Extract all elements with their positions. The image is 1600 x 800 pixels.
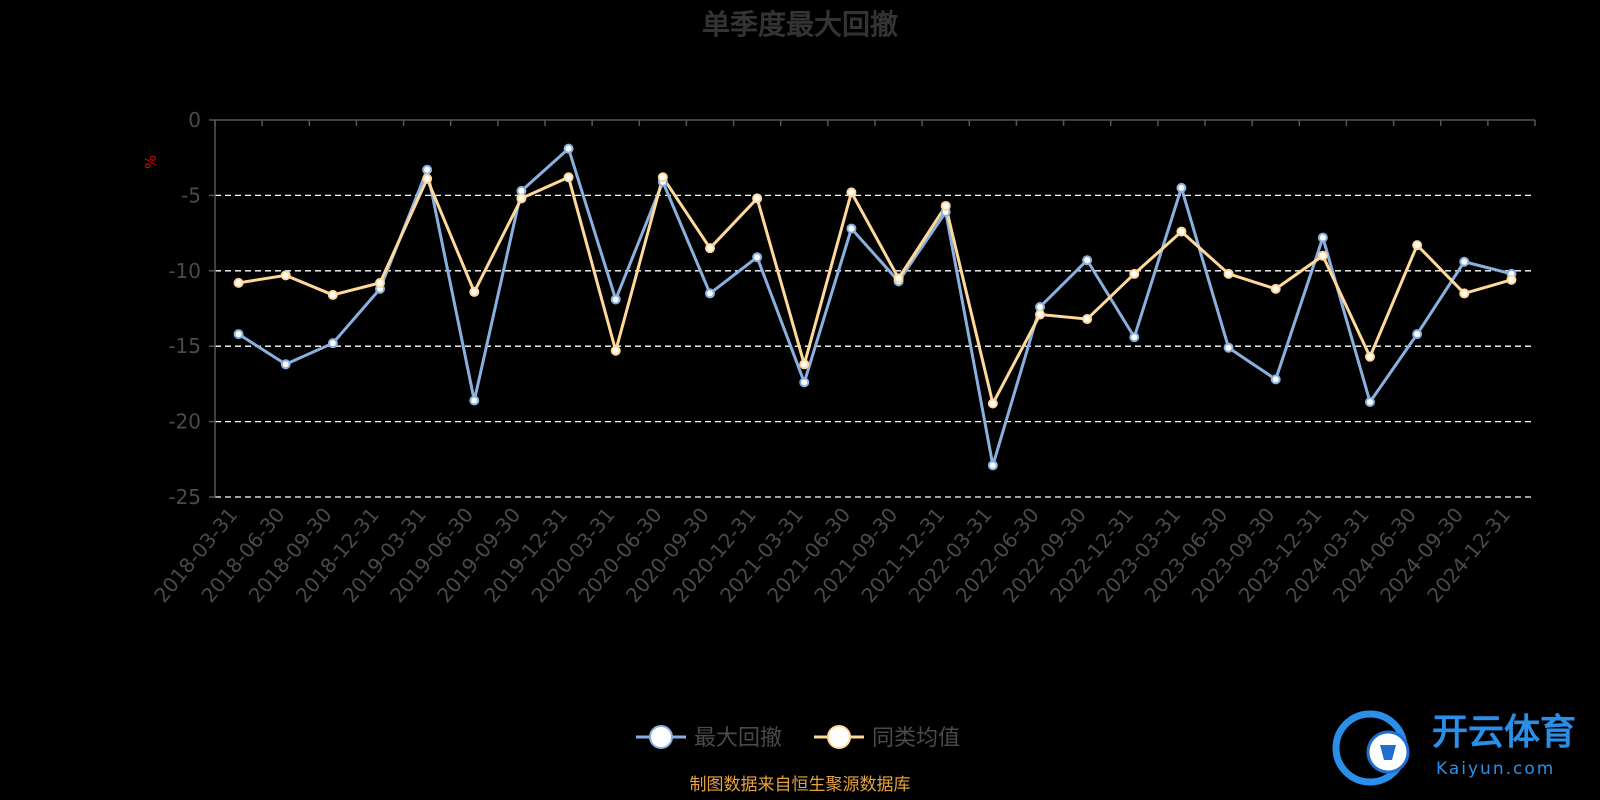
data-source-note: 制图数据来自恒生聚源数据库 <box>690 775 911 795</box>
data-point[interactable] <box>987 398 998 409</box>
data-point[interactable] <box>1176 182 1187 193</box>
data-point[interactable] <box>1176 226 1187 237</box>
data-point[interactable] <box>705 288 715 299</box>
data-point[interactable] <box>705 243 715 254</box>
legend-label: 同类均值 <box>872 726 960 751</box>
series-line <box>238 175 1512 406</box>
y-axis-unit: % <box>142 155 160 169</box>
data-point[interactable] <box>799 359 810 370</box>
data-point[interactable] <box>469 395 480 406</box>
data-point[interactable] <box>1270 374 1281 385</box>
brand-name-cn: 开云体育 <box>1432 712 1576 753</box>
legend-item[interactable]: 最大回撤 <box>636 725 782 751</box>
y-tick-label: -25 <box>168 485 201 509</box>
data-point[interactable] <box>1082 255 1093 266</box>
data-point[interactable] <box>1317 232 1328 243</box>
data-point[interactable] <box>327 289 338 300</box>
data-point[interactable] <box>752 252 763 263</box>
data-point[interactable] <box>1082 314 1093 325</box>
data-point[interactable] <box>1459 256 1470 267</box>
data-point[interactable] <box>752 193 763 204</box>
data-point[interactable] <box>610 345 621 356</box>
grid-lines <box>215 194 1535 498</box>
data-point[interactable] <box>469 286 480 297</box>
data-point[interactable] <box>987 460 998 471</box>
data-point[interactable] <box>422 173 433 184</box>
data-point[interactable] <box>610 294 621 305</box>
data-point[interactable] <box>1223 268 1234 279</box>
data-point[interactable] <box>233 329 244 340</box>
data-point[interactable] <box>657 172 668 183</box>
series-line <box>237 147 1512 467</box>
data-point[interactable] <box>1035 309 1045 320</box>
brand-watermark: 开云体育 Kaiyun.com <box>1332 710 1576 786</box>
data-point[interactable] <box>1223 342 1234 353</box>
data-point[interactable] <box>422 164 433 175</box>
data-point[interactable] <box>846 223 857 234</box>
data-point[interactable] <box>233 277 244 288</box>
data-point[interactable] <box>893 273 904 284</box>
data-point[interactable] <box>1365 351 1375 362</box>
data-point[interactable] <box>940 200 951 211</box>
data-point[interactable] <box>1506 274 1517 285</box>
data-point[interactable] <box>1412 329 1423 340</box>
data-point[interactable] <box>280 270 291 281</box>
legend[interactable]: 最大回撤 同类均值 <box>636 725 960 751</box>
y-tick-label: -10 <box>168 259 201 283</box>
data-point[interactable] <box>846 187 857 198</box>
data-point[interactable] <box>516 193 527 204</box>
series-lines <box>233 143 1517 471</box>
data-point[interactable] <box>280 359 291 370</box>
legend-marker <box>649 725 673 749</box>
data-point[interactable] <box>1459 288 1470 299</box>
legend-item[interactable]: 同类均值 <box>814 725 960 751</box>
axes: 0-5-10-15-20-252018-03-312018-06-302018-… <box>149 108 1536 607</box>
legend-label: 最大回撤 <box>694 726 782 751</box>
y-tick-label: -20 <box>168 410 201 434</box>
data-point[interactable] <box>563 143 574 154</box>
legend-marker <box>827 725 851 749</box>
data-point[interactable] <box>327 338 338 349</box>
data-point[interactable] <box>375 277 385 288</box>
brand-name-en: Kaiyun.com <box>1436 759 1555 779</box>
y-tick-label: -5 <box>181 183 201 207</box>
data-point[interactable] <box>799 377 810 388</box>
data-point[interactable] <box>563 172 574 183</box>
data-point[interactable] <box>1365 396 1375 407</box>
data-point[interactable] <box>1129 268 1140 279</box>
y-tick-label: -15 <box>168 334 201 358</box>
y-tick-label: 0 <box>188 108 201 132</box>
data-point[interactable] <box>1270 283 1281 294</box>
data-point[interactable] <box>1412 240 1423 251</box>
data-point[interactable] <box>1129 332 1140 343</box>
data-point[interactable] <box>1317 250 1328 261</box>
chart-title: 单季度最大回撤 <box>702 8 898 41</box>
